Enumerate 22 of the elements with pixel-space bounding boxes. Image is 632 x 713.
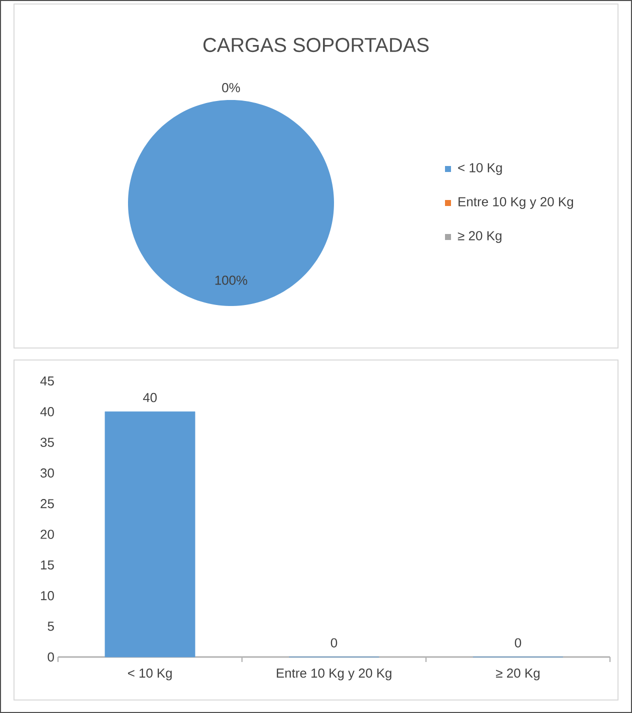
y-tick-label: 0 (48, 652, 54, 662)
y-tick-label: 40 (40, 407, 54, 416)
y-tick-label: 35 (40, 438, 54, 447)
x-tick-label: ≥ 20 Kg (496, 668, 540, 680)
data-label: 40 (143, 392, 157, 402)
data-label: 100% (215, 276, 248, 285)
text: 0% (222, 83, 240, 92)
y-tick-label: 5 (48, 622, 54, 631)
data-label: 0 (514, 638, 522, 648)
y-tick-label: 25 (40, 499, 54, 508)
y-tick-label: 20 (40, 530, 54, 539)
data-label: 0 (330, 638, 338, 648)
y-tick-label: 10 (40, 591, 54, 600)
y-tick-label: 15 (40, 560, 54, 570)
legend-label: < 10 Kg (458, 163, 502, 175)
y-tick-label: 45 (40, 376, 54, 386)
chart-title: CARGAS SOPORTADAS (203, 38, 429, 52)
x-tick-label: Entre 10 Kg y 20 Kg (276, 668, 392, 680)
y-tick-label: 30 (40, 468, 54, 478)
x-tick-label: < 10 Kg (128, 668, 172, 680)
legend-label: ≥ 20 Kg (458, 231, 502, 243)
legend-label: Entre 10 Kg y 20 Kg (458, 197, 574, 209)
